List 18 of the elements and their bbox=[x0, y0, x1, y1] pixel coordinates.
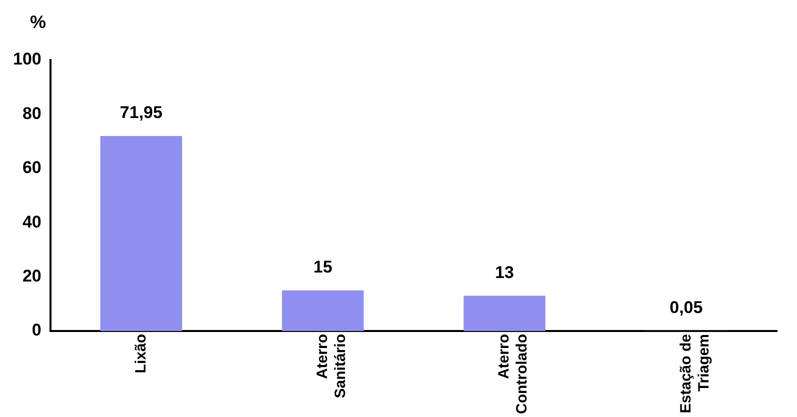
y-tick-label: 80 bbox=[22, 104, 42, 123]
data-label: 0,05 bbox=[670, 298, 703, 318]
x-tick-label: Lixão bbox=[132, 334, 150, 374]
y-tick-label: 40 bbox=[22, 212, 42, 232]
y-tick-label: 60 bbox=[22, 158, 42, 178]
bar bbox=[282, 290, 364, 332]
data-label: 13 bbox=[495, 262, 514, 282]
y-axis-title: % bbox=[30, 12, 46, 32]
y-tick-label: 20 bbox=[22, 266, 42, 286]
x-tick-label: Aterro Controlado bbox=[496, 334, 531, 414]
y-tick-label: 0 bbox=[32, 320, 42, 340]
x-tick-label: Estação de Triagem bbox=[677, 334, 712, 414]
x-tick-label: Aterro Sanitário bbox=[314, 334, 349, 398]
data-label: 15 bbox=[313, 258, 332, 277]
bar bbox=[464, 296, 546, 332]
y-tick-label: 100 bbox=[12, 50, 42, 69]
data-label: 71,95 bbox=[120, 103, 162, 122]
bar bbox=[100, 136, 182, 332]
